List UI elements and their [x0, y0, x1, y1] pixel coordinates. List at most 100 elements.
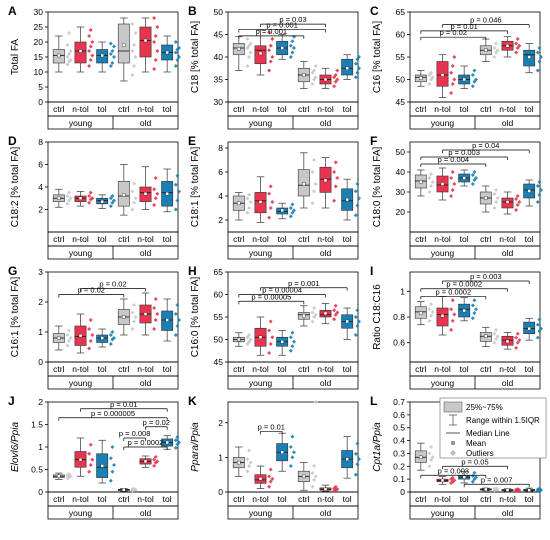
- mean-marker: [143, 459, 148, 464]
- mean-marker: [323, 178, 328, 183]
- box-0: [232, 446, 253, 477]
- data-point: [333, 303, 338, 308]
- box-4: [139, 166, 160, 210]
- mean-marker: [100, 199, 104, 204]
- data-point: [449, 91, 454, 95]
- category-label: tol: [343, 494, 352, 504]
- data-point: [313, 400, 318, 404]
- mean-marker: [440, 73, 445, 77]
- mean-marker: [345, 319, 349, 324]
- data-point: [90, 196, 95, 201]
- significance-bracket: p = 0.001: [238, 27, 305, 39]
- group-label: old: [502, 508, 514, 518]
- category-label: tol: [278, 104, 287, 114]
- significance-bracket: p = 0.007: [463, 475, 530, 488]
- box-1: [254, 465, 275, 489]
- data-point: [292, 34, 296, 39]
- data-point: [429, 302, 434, 307]
- group-label: young: [431, 508, 454, 518]
- data-point: [270, 335, 275, 340]
- significance-bracket: p = 0.004: [420, 155, 487, 167]
- box-0: [52, 472, 73, 481]
- category-label: tol: [460, 104, 469, 114]
- y-tick-label: 2: [38, 205, 43, 215]
- category-label: n-tol: [317, 494, 334, 504]
- box-0: [232, 332, 253, 347]
- p-value-label: p = 0.0002: [435, 287, 471, 296]
- data-point: [152, 327, 157, 331]
- data-point: [288, 206, 293, 210]
- category-label: n-tol: [252, 364, 269, 374]
- data-point: [427, 318, 432, 323]
- data-point: [357, 196, 361, 201]
- data-point: [292, 450, 296, 455]
- data-point: [152, 16, 157, 20]
- panel-letter: K: [188, 394, 197, 408]
- data-point: [268, 319, 273, 324]
- data-point: [517, 43, 522, 48]
- category-label: ctrl: [298, 234, 309, 244]
- box-4: [319, 67, 340, 89]
- data-point: [268, 43, 273, 48]
- box-2: [96, 194, 116, 209]
- data-point: [268, 184, 273, 189]
- y-tick-label: 35: [214, 75, 224, 85]
- y-tick-label: 1: [400, 286, 405, 296]
- category-strip: [409, 361, 541, 377]
- data-point: [313, 474, 318, 479]
- data-point: [355, 203, 360, 208]
- category-label: tol: [525, 364, 534, 374]
- data-point: [452, 182, 457, 186]
- panel-j: J 0 0.5 1 1.5 2 Elovl6/Ppia ctrl n-tol tol ctrl n-t…: [8, 394, 181, 520]
- mean-marker: [527, 488, 531, 492]
- data-point: [429, 445, 434, 449]
- data-point: [268, 206, 273, 210]
- mean-marker: [57, 53, 61, 58]
- data-point: [65, 343, 70, 348]
- data-point: [470, 303, 475, 308]
- data-point: [288, 335, 293, 340]
- box-3: [117, 17, 138, 82]
- mean-marker: [165, 318, 169, 322]
- panel-l: L 0 0.1 0.2 0.3 0.4 0.5 0.6 0.7 Cpt1a/Ppia ctrl n-t…: [370, 394, 543, 520]
- panel-letter: B: [188, 4, 197, 18]
- significance-bracket: p = 0.00005: [238, 292, 305, 305]
- group-label: old: [320, 508, 332, 518]
- data-point: [427, 464, 432, 469]
- panel-letter: C: [370, 4, 379, 18]
- box-5: [523, 317, 543, 341]
- data-point: [245, 37, 250, 41]
- box-3: [117, 298, 138, 336]
- box-4: [139, 16, 160, 73]
- p-value-label: p = 0.02: [78, 286, 105, 295]
- data-point: [68, 196, 73, 201]
- y-tick-label: 0.5: [31, 465, 43, 475]
- data-point: [153, 196, 158, 201]
- data-point: [335, 68, 340, 73]
- data-point: [155, 25, 160, 29]
- data-point: [537, 46, 542, 50]
- data-point: [535, 200, 540, 204]
- data-point: [430, 455, 435, 460]
- p-value-label: p = 0.01: [451, 22, 478, 31]
- p-value-label: p = 0.02: [440, 28, 467, 37]
- data-point: [67, 52, 72, 56]
- category-label: n-tol: [434, 234, 451, 244]
- p-value-label: p = 0.03: [279, 15, 306, 24]
- category-label: tol: [163, 494, 172, 504]
- mean-marker: [419, 180, 423, 184]
- group-label: old: [140, 118, 152, 128]
- category-label: tol: [460, 494, 469, 504]
- y-tick-label: 0: [38, 357, 43, 367]
- data-point: [492, 340, 497, 345]
- y-axis-label: C18:1 [% total FA]: [190, 146, 201, 227]
- data-point: [429, 172, 434, 176]
- legend-mean-swatch: [451, 441, 455, 445]
- mean-marker: [78, 196, 83, 200]
- data-point: [355, 441, 360, 446]
- data-point: [312, 464, 317, 469]
- mean-marker: [323, 311, 328, 316]
- data-point: [177, 318, 181, 322]
- mean-marker: [505, 488, 510, 492]
- data-point: [353, 189, 358, 194]
